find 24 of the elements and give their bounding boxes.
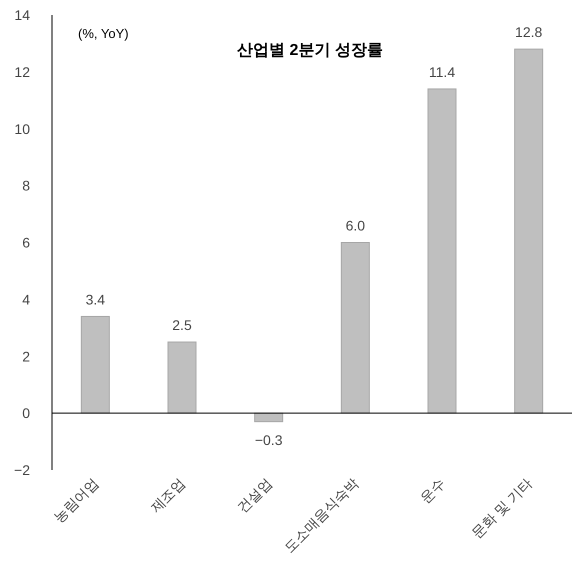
bar: [340, 242, 370, 414]
text: 산업별 2분기 성장률: [237, 42, 383, 59]
y-tick-label: 10: [14, 120, 30, 137]
x-tick-label: 운수: [417, 474, 448, 506]
y-tick-label: 12: [14, 64, 30, 80]
data-label: 12.8: [515, 24, 543, 40]
y-tick-label: 2: [22, 348, 30, 364]
y-tick-label: 14: [14, 7, 30, 23]
bar: [514, 48, 544, 414]
annotation: (%, YoY): [78, 26, 129, 41]
y-tick-label: 0: [22, 405, 30, 422]
y-tick-label: 6: [22, 234, 30, 250]
bar: [428, 88, 456, 414]
data-label: 2.5: [172, 317, 192, 334]
y-tick-label: −2: [14, 462, 30, 478]
bar: [80, 316, 110, 414]
data-label: 3.4: [86, 291, 106, 308]
data-label: −0.3: [254, 432, 283, 448]
data-label: 11.4: [428, 64, 456, 80]
y-tick-label: 8: [22, 178, 30, 194]
y-tick-label: 4: [22, 291, 30, 308]
data-label: 6.0: [346, 218, 366, 234]
x-tick-label: 문화 및 기타: [468, 474, 535, 542]
bar: [168, 342, 196, 414]
